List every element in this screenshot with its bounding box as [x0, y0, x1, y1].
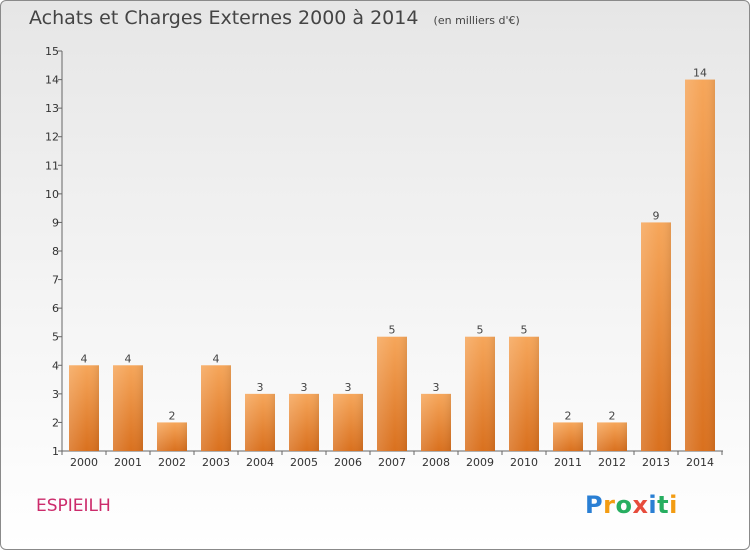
logo-letter: t	[657, 491, 670, 519]
y-tick-label: 2	[52, 416, 59, 429]
bar-shade	[245, 393, 275, 451]
bar-shade	[597, 422, 627, 451]
data-label: 2	[609, 409, 616, 422]
data-label: 9	[653, 209, 660, 222]
data-label: 3	[345, 381, 352, 394]
x-tick-label: 2008	[422, 456, 450, 469]
chart-subtitle: (en milliers d'€)	[433, 14, 520, 27]
y-tick-label: 6	[52, 302, 59, 315]
data-label: 5	[521, 324, 528, 337]
data-label: 5	[389, 324, 396, 337]
x-tick-label: 2012	[598, 456, 626, 469]
data-label: 3	[257, 381, 264, 394]
chart-title: Achats et Charges Externes 2000 à 2014	[29, 7, 419, 29]
bar-shade	[333, 393, 363, 451]
x-tick-label: 2010	[510, 456, 538, 469]
data-label: 4	[213, 352, 220, 365]
x-tick-label: 2004	[246, 456, 274, 469]
x-tick-label: 2000	[70, 456, 98, 469]
data-label: 5	[477, 324, 484, 337]
data-label: 4	[125, 352, 132, 365]
y-tick-label: 14	[45, 74, 59, 87]
x-tick-label: 2011	[554, 456, 582, 469]
y-tick-label: 15	[45, 45, 59, 58]
data-label: 2	[565, 409, 572, 422]
y-tick-label: 8	[52, 245, 59, 258]
y-tick-label: 3	[52, 388, 59, 401]
commune-name: ESPIEILH	[36, 496, 111, 516]
bar-shade	[685, 79, 715, 452]
bar-shade	[157, 422, 187, 451]
bar-shade	[113, 365, 143, 451]
y-tick-label: 7	[52, 274, 59, 287]
bar-shade	[289, 393, 319, 451]
y-tick-label: 4	[52, 359, 59, 372]
x-tick-label: 2001	[114, 456, 142, 469]
data-label: 14	[693, 67, 707, 80]
y-tick-label: 13	[45, 102, 59, 115]
bars: 4 4 2 4 3 3 3 5 3 5 5 2 2 9 14	[69, 67, 715, 452]
bar-shade	[377, 336, 407, 451]
y-tick-label: 12	[45, 131, 59, 144]
bar-shade	[465, 336, 495, 451]
y-tick-label: 1	[52, 445, 59, 458]
y-tick-label: 10	[45, 188, 59, 201]
x-tick-label: 2002	[158, 456, 186, 469]
logo-letter: i	[669, 491, 678, 519]
x-tick-label: 2013	[642, 456, 670, 469]
bar-shade	[421, 393, 451, 451]
x-tick-label: 2014	[686, 456, 714, 469]
x-tick-label: 2009	[466, 456, 494, 469]
data-label: 4	[81, 352, 88, 365]
data-label: 3	[301, 381, 308, 394]
logo-letter: o	[615, 491, 633, 519]
x-tick-label: 2007	[378, 456, 406, 469]
x-tick-label: 2003	[202, 456, 230, 469]
proxiti-logo[interactable]: Proxiti	[585, 491, 678, 519]
bar-shade	[553, 422, 583, 451]
data-label: 2	[169, 409, 176, 422]
bar-shade	[509, 336, 539, 451]
logo-letter: x	[632, 491, 649, 519]
y-tick-label: 9	[52, 216, 59, 229]
x-tick-label: 2006	[334, 456, 362, 469]
data-label: 3	[433, 381, 440, 394]
logo-letter: r	[603, 491, 616, 519]
bar-shade	[201, 365, 231, 451]
x-tick-label: 2005	[290, 456, 318, 469]
title-block: Achats et Charges Externes 2000 à 2014 (…	[29, 7, 520, 29]
bar-shade	[641, 222, 671, 451]
logo-letter: i	[648, 491, 658, 519]
y-tick-label: 5	[52, 331, 59, 344]
bar-shade	[69, 365, 99, 451]
logo-letter: P	[585, 491, 604, 519]
y-tick-label: 11	[45, 159, 59, 172]
